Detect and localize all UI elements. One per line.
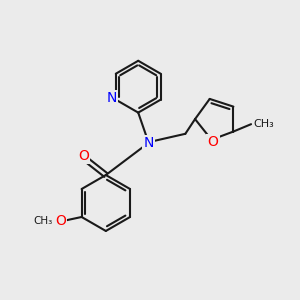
Text: O: O: [78, 149, 89, 163]
Text: CH₃: CH₃: [254, 119, 274, 129]
Text: O: O: [55, 214, 66, 228]
Text: CH₃: CH₃: [34, 216, 53, 226]
Text: O: O: [208, 135, 218, 149]
Text: N: N: [106, 91, 117, 105]
Text: N: N: [143, 136, 154, 150]
